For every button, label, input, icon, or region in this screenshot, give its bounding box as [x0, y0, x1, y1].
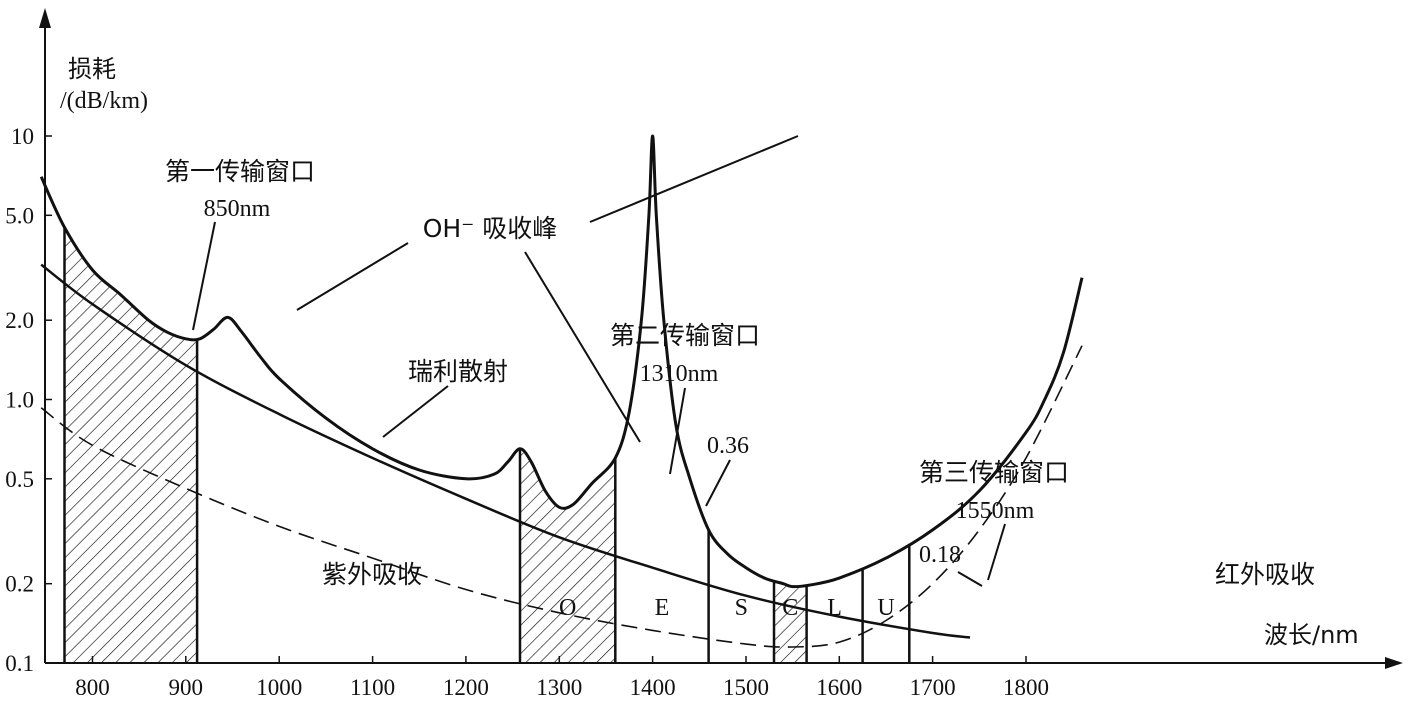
value-018-label: 0.18	[919, 542, 961, 568]
oh-peak-label: OH⁻ 吸收峰	[423, 214, 558, 243]
x-tick-label: 800	[75, 675, 110, 700]
leader-036	[705, 459, 731, 507]
ir-absorption-label: 红外吸收	[1215, 560, 1315, 589]
axis-ticks: 800 900 1000 1100 1200 1300 1400 1500 1600 1700 18…	[5, 124, 1049, 700]
x-axis-label: 波长/nm	[1264, 621, 1359, 649]
leader-018	[957, 571, 983, 587]
y-tick-label: 1.0	[5, 388, 34, 413]
x-tick-label: 1200	[443, 675, 489, 700]
leader-oh-1400	[589, 135, 799, 223]
leader-window2	[669, 387, 686, 475]
annotation-leaders	[192, 135, 1006, 587]
uv-absorption-label: 紫外吸收	[322, 560, 422, 589]
y-tick-label: 2.0	[5, 308, 34, 333]
band-label-C: C	[782, 595, 798, 621]
hatched-band-1	[520, 448, 616, 663]
rayleigh-label: 瑞利散射	[408, 357, 508, 386]
window1-wavelength: 850nm	[204, 196, 271, 222]
window3-wavelength: 1550nm	[956, 498, 1035, 524]
loss-curves	[39, 134, 1084, 648]
band-label-O: O	[559, 595, 576, 621]
series-curve-0	[39, 134, 1084, 589]
x-tick-label: 1400	[630, 675, 676, 700]
leader-window3	[987, 523, 1006, 581]
x-tick-label: 1000	[256, 675, 302, 700]
band-label-E: E	[655, 595, 670, 621]
window3-title: 第三传输窗口	[919, 458, 1069, 487]
y-tick-label: 5.0	[5, 203, 34, 228]
value-036-label: 0.36	[707, 433, 749, 459]
leader-rayleigh	[382, 385, 449, 438]
window1-title: 第一传输窗口	[165, 157, 315, 186]
x-tick-label: 1300	[536, 675, 582, 700]
leader-window1	[192, 221, 216, 331]
band-label-S: S	[735, 595, 748, 621]
leader-oh-1265	[524, 251, 641, 443]
x-tick-label: 1100	[350, 675, 395, 700]
hatched-band-0	[64, 227, 198, 663]
y-axis-label: 损耗	[68, 55, 116, 83]
band-label-U: U	[877, 595, 894, 621]
x-tick-label: 1600	[816, 675, 862, 700]
y-tick-label: 0.1	[5, 651, 34, 676]
series-curve-1	[40, 263, 971, 639]
y-tick-label: 10	[11, 124, 34, 149]
y-axis-arrow	[39, 8, 51, 28]
series-curve-2	[40, 345, 1083, 648]
x-tick-label: 1500	[723, 675, 769, 700]
x-axis-arrow	[1385, 657, 1403, 669]
window2-wavelength: 1310nm	[640, 361, 719, 387]
x-tick-label: 1800	[1003, 675, 1049, 700]
x-tick-label: 1700	[910, 675, 956, 700]
y-tick-label: 0.2	[5, 572, 34, 597]
hatched-band-4	[774, 580, 807, 663]
leader-oh-950	[296, 242, 409, 311]
x-tick-label: 900	[169, 675, 204, 700]
y-tick-label: 0.5	[5, 467, 34, 492]
window2-title: 第二传输窗口	[610, 321, 760, 350]
y-axis-unit: /(dB/km)	[60, 88, 148, 114]
